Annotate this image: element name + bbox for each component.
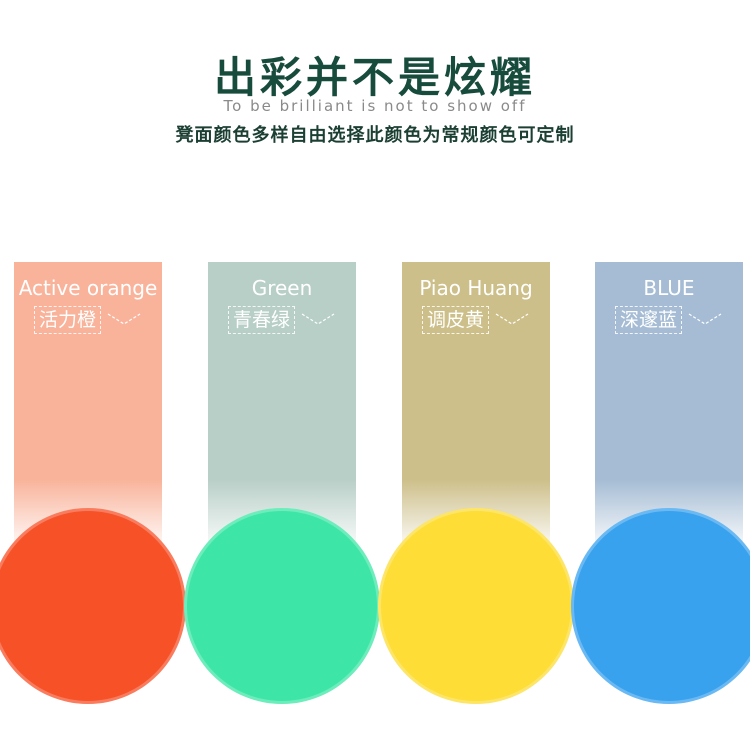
color-name-en: Piao Huang <box>419 276 533 300</box>
stool-seat-disc <box>184 508 380 704</box>
color-name-cn: 调皮黄 <box>421 306 489 334</box>
color-name-cn: 青春绿 <box>227 306 295 334</box>
description: 凳面颜色多样自由选择此颜色为常规颜色可定制 <box>175 125 575 146</box>
color-panel: Active orange 活力橙 <box>14 262 162 552</box>
color-panel: Green 青春绿 <box>208 262 356 552</box>
color-name-en: Active orange <box>18 276 158 300</box>
stool-seat-disc <box>0 508 186 704</box>
color-name-en: Green <box>251 276 313 300</box>
chevron-down-icon <box>301 313 335 325</box>
color-name-cn: 活力橙 <box>33 306 101 334</box>
color-name-cn: 深邃蓝 <box>614 306 682 334</box>
stool-seat-disc <box>378 508 574 704</box>
color-name-en: BLUE <box>643 276 695 300</box>
chevron-down-icon <box>107 313 141 325</box>
color-panel: BLUE 深邃蓝 <box>595 262 743 552</box>
chevron-down-icon <box>495 313 529 325</box>
color-panel: Piao Huang 调皮黄 <box>402 262 550 552</box>
english-subtitle: To be brilliant is not to show off <box>223 97 527 115</box>
stool-seat-disc <box>571 508 750 704</box>
chevron-down-icon <box>688 313 722 325</box>
headline: 出彩并不是炫耀 <box>213 53 536 102</box>
